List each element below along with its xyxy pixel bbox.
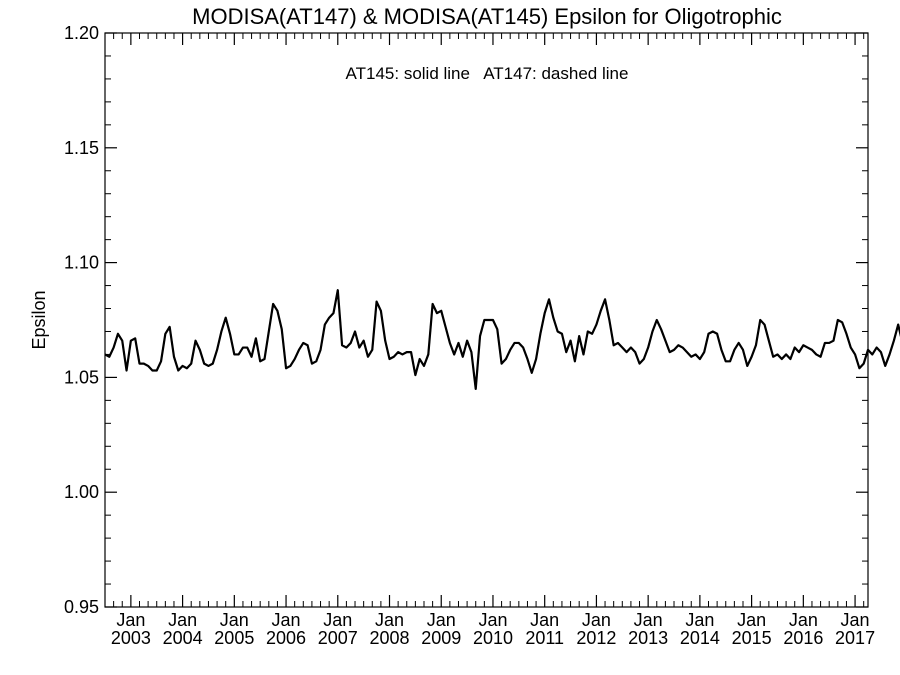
y-tick-labels: 0.95 1.00 1.05 1.10 1.15 1.20: [64, 23, 99, 617]
line-style-annotation: AT145: solid line AT147: dashed line: [346, 64, 629, 83]
axis-ticks: [104, 32, 868, 608]
y-tick-label: 1.05: [64, 367, 99, 387]
x-tick-year-label: 2009: [421, 628, 461, 648]
x-tick-year-label: 2013: [628, 628, 668, 648]
x-tick-month-label: Jan: [323, 610, 352, 630]
chart-title: MODISA(AT147) & MODISA(AT145) Epsilon fo…: [192, 4, 782, 29]
x-tick-month-label: Jan: [375, 610, 404, 630]
series-lines: [104, 289, 900, 390]
y-axis-label: Epsilon: [29, 290, 49, 349]
x-tick-month-label: Jan: [685, 610, 714, 630]
x-tick-month-label: Jan: [427, 610, 456, 630]
x-tick-year-label: 2004: [163, 628, 203, 648]
x-tick-month-label: Jan: [841, 610, 870, 630]
y-tick-label: 0.95: [64, 597, 99, 617]
x-tick-year-label: 2015: [732, 628, 772, 648]
x-tick-year-label: 2010: [473, 628, 513, 648]
x-tick-year-label: 2007: [318, 628, 358, 648]
y-tick-label: 1.15: [64, 138, 99, 158]
x-tick-month-label: Jan: [789, 610, 818, 630]
x-tick-year-label: 2006: [266, 628, 306, 648]
y-tick-label: 1.00: [64, 482, 99, 502]
x-tick-year-label: 2011: [525, 628, 564, 648]
y-tick-label: 1.10: [64, 253, 99, 273]
x-tick-month-label: Jan: [272, 610, 301, 630]
x-tick-year-label: 2005: [214, 628, 254, 648]
y-tick-label: 1.20: [64, 23, 99, 43]
x-tick-month-label: Jan: [116, 610, 145, 630]
x-tick-year-label: 2014: [680, 628, 720, 648]
x-tick-year-label: 2008: [369, 628, 409, 648]
series-line-at145: [104, 289, 900, 390]
x-tick-year-label: 2016: [783, 628, 823, 648]
plot-frame: [104, 32, 869, 608]
x-tick-month-label: Jan: [220, 610, 249, 630]
x-tick-year-label: 2003: [111, 628, 151, 648]
x-tick-month-label: Jan: [582, 610, 611, 630]
x-tick-labels: Jan2003Jan2004Jan2005Jan2006Jan2007Jan20…: [111, 610, 875, 648]
x-tick-month-label: Jan: [530, 610, 559, 630]
x-tick-month-label: Jan: [478, 610, 507, 630]
x-tick-month-label: Jan: [168, 610, 197, 630]
x-tick-year-label: 2012: [576, 628, 616, 648]
x-tick-year-label: 2017: [835, 628, 875, 648]
x-tick-month-label: Jan: [634, 610, 663, 630]
series-line-at147: [104, 289, 900, 390]
x-tick-month-label: Jan: [737, 610, 766, 630]
